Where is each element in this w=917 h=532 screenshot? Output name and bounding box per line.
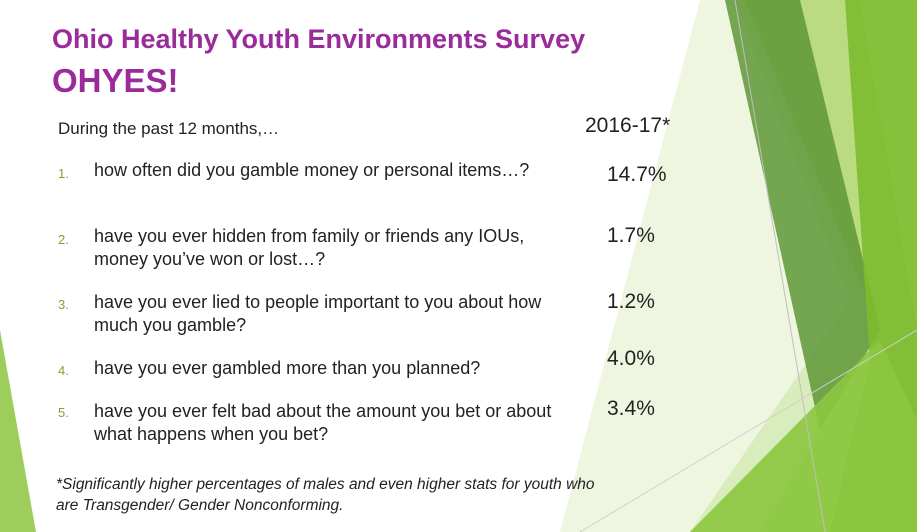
question-value: 1.2% [607,290,655,313]
question-text: how often did you gamble money or person… [94,160,530,180]
decorative-line [579,329,917,532]
column-header-year: 2016-17* [585,114,671,137]
question-value: 4.0% [607,347,655,370]
question-text: have you ever felt bad about the amount … [94,401,552,444]
question-text: have you ever hidden from family or frie… [94,226,525,269]
left-accent-shape [0,330,36,532]
question-value: 1.7% [607,224,655,247]
question-number: 2. [58,232,69,247]
question-number: 3. [58,297,69,312]
decorative-line [734,0,826,532]
question-value: 14.7% [607,163,667,186]
question-number: 4. [58,363,69,378]
question-text: have you ever gambled more than you plan… [94,358,481,378]
dark-green-shape [725,0,880,430]
slide-subtitle: OHYES! [52,62,179,99]
footnote: *Significantly higher percentages of mal… [56,476,595,514]
question-number: 1. [58,166,69,181]
intro-text: During the past 12 months,… [58,119,280,138]
question-number: 5. [58,405,69,420]
question-text: have you ever lied to people important t… [94,292,542,335]
slide-title: Ohio Healthy Youth Environments Survey [52,24,586,54]
bottom-green-shape [690,340,917,532]
question-value: 3.4% [607,397,655,420]
